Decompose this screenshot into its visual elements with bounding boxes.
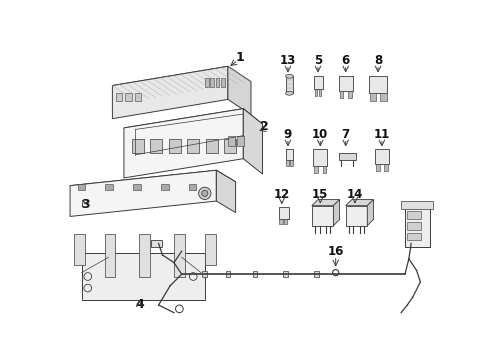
Bar — [286, 160, 288, 166]
Bar — [187, 139, 199, 153]
Bar — [279, 219, 282, 224]
Circle shape — [198, 187, 210, 199]
Polygon shape — [216, 170, 235, 213]
Bar — [215, 78, 219, 87]
Text: 7: 7 — [341, 127, 349, 140]
Text: 16: 16 — [327, 244, 343, 258]
Bar — [252, 271, 257, 277]
Bar — [105, 184, 113, 190]
Bar — [285, 76, 293, 93]
Bar — [311, 206, 333, 226]
Bar — [313, 166, 317, 173]
Polygon shape — [112, 66, 227, 119]
Text: 4: 4 — [135, 298, 143, 311]
Text: 15: 15 — [311, 188, 328, 201]
Bar — [204, 234, 215, 265]
Bar — [313, 271, 318, 277]
Bar — [227, 136, 234, 147]
Text: 8: 8 — [373, 54, 382, 67]
Polygon shape — [70, 170, 235, 197]
Bar — [290, 160, 292, 166]
Polygon shape — [333, 199, 339, 226]
Bar — [221, 78, 224, 87]
Bar — [116, 93, 122, 101]
Bar — [278, 207, 288, 219]
Bar — [131, 139, 143, 153]
Bar — [314, 89, 317, 95]
Polygon shape — [123, 109, 243, 178]
Bar — [374, 149, 388, 164]
Bar — [407, 233, 420, 240]
Bar — [345, 206, 366, 226]
Bar — [283, 271, 287, 277]
Bar — [384, 164, 387, 171]
Bar — [168, 139, 181, 153]
Polygon shape — [366, 199, 373, 226]
Bar — [284, 219, 286, 224]
Bar — [151, 239, 162, 247]
Bar — [407, 211, 420, 219]
Bar — [225, 271, 230, 277]
Bar — [368, 76, 386, 93]
Text: 12: 12 — [273, 188, 289, 201]
Bar — [150, 139, 162, 153]
Text: 5: 5 — [313, 54, 322, 67]
Bar — [202, 271, 207, 277]
Polygon shape — [123, 109, 262, 143]
Text: 13: 13 — [279, 54, 295, 67]
Bar — [400, 201, 432, 209]
Text: 14: 14 — [346, 188, 363, 201]
Text: 6: 6 — [341, 54, 349, 67]
Bar — [161, 184, 168, 190]
Bar — [104, 234, 115, 276]
Polygon shape — [227, 66, 250, 115]
Circle shape — [202, 190, 207, 197]
Polygon shape — [243, 109, 262, 174]
Bar — [125, 93, 131, 101]
Bar — [313, 76, 322, 89]
Bar — [339, 91, 343, 98]
Bar — [133, 184, 141, 190]
Text: 10: 10 — [311, 127, 328, 140]
Bar — [407, 222, 420, 230]
Text: 1: 1 — [235, 50, 244, 64]
Bar — [404, 205, 429, 247]
Bar — [174, 234, 184, 276]
Polygon shape — [112, 66, 250, 101]
Bar — [318, 89, 321, 95]
Polygon shape — [311, 199, 339, 206]
Text: 2: 2 — [259, 120, 268, 133]
Bar — [205, 139, 218, 153]
Polygon shape — [345, 199, 373, 206]
Bar — [338, 76, 352, 91]
Bar — [78, 184, 85, 190]
Bar — [285, 149, 293, 160]
Text: 11: 11 — [373, 127, 389, 140]
Bar — [380, 93, 386, 101]
Bar — [375, 164, 379, 171]
Bar — [210, 78, 214, 87]
Bar — [237, 136, 244, 147]
Ellipse shape — [285, 75, 293, 78]
Bar — [338, 153, 355, 160]
Bar — [204, 78, 208, 87]
Bar — [139, 234, 150, 276]
Bar — [347, 91, 351, 98]
Polygon shape — [70, 170, 216, 216]
Bar — [135, 93, 141, 101]
Bar — [224, 139, 236, 153]
Bar — [188, 184, 196, 190]
Bar — [313, 149, 326, 166]
Bar — [81, 253, 204, 300]
Text: 3: 3 — [81, 198, 90, 211]
Bar — [74, 234, 84, 265]
Ellipse shape — [285, 91, 293, 95]
Bar — [369, 93, 375, 101]
Bar — [322, 166, 326, 173]
Text: 9: 9 — [283, 127, 291, 140]
